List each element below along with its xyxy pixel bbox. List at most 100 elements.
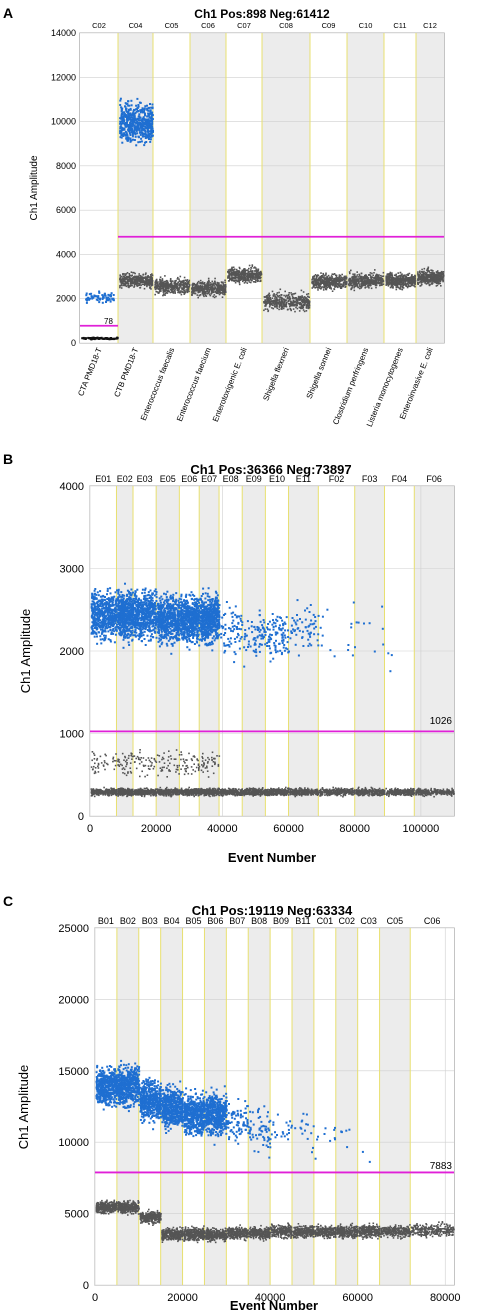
droplet (156, 288, 158, 290)
droplet (322, 280, 324, 282)
droplet (83, 337, 85, 339)
droplet (111, 292, 113, 294)
droplet (195, 293, 197, 295)
droplet (421, 278, 423, 280)
droplet (318, 284, 320, 286)
droplet (122, 280, 124, 282)
droplet (189, 280, 191, 282)
droplet (170, 285, 172, 287)
droplet (111, 795, 113, 797)
droplet (232, 270, 234, 272)
droplet (247, 280, 249, 282)
well-band (190, 33, 226, 343)
droplet (302, 299, 304, 301)
droplet (192, 284, 194, 286)
droplet (213, 283, 215, 285)
droplet (160, 282, 162, 284)
droplet (274, 304, 276, 306)
droplet (358, 281, 360, 283)
droplet (300, 297, 302, 299)
droplet (125, 108, 127, 110)
droplet (94, 796, 96, 798)
droplet (393, 277, 395, 279)
well-label: C05 (165, 21, 179, 30)
droplet (86, 300, 88, 302)
panel-a-y-ticks: 02000400060008000100001200014000 (51, 28, 76, 348)
droplet (126, 103, 128, 105)
droplet (191, 294, 193, 296)
droplet (365, 285, 367, 287)
droplet (299, 299, 301, 301)
droplet (145, 272, 147, 274)
droplet (223, 290, 225, 292)
droplet (303, 309, 305, 311)
droplet (121, 287, 123, 289)
droplet (119, 132, 121, 134)
droplet (231, 280, 233, 282)
droplet (376, 285, 378, 287)
droplet (217, 290, 219, 292)
droplet (354, 276, 356, 278)
droplet (140, 275, 142, 277)
droplet (150, 125, 152, 127)
droplet (418, 277, 420, 279)
droplet (203, 296, 205, 298)
droplet (147, 110, 149, 112)
droplet (249, 265, 251, 267)
droplet (400, 272, 402, 274)
droplet (133, 109, 135, 111)
droplet (128, 283, 130, 285)
droplet (107, 793, 109, 795)
well-band (310, 33, 347, 343)
droplet (98, 291, 100, 293)
droplet (326, 286, 328, 288)
droplet (183, 280, 185, 282)
droplet (402, 289, 404, 291)
droplet (198, 286, 200, 288)
droplet (350, 283, 352, 285)
droplet (390, 282, 392, 284)
droplet (419, 271, 421, 273)
droplet (128, 115, 130, 117)
category-label: CTB PMD18-T (112, 346, 140, 398)
droplet (351, 277, 353, 279)
droplet (367, 278, 369, 280)
droplet (209, 290, 211, 292)
droplet (338, 280, 340, 282)
droplet (315, 280, 317, 282)
droplet (152, 107, 154, 109)
droplet (86, 293, 88, 295)
panel-a-well-labels: C02 C04 C05 C06 C07 C08 C09 C10 C11 C12 (92, 21, 437, 30)
droplet (423, 277, 425, 279)
droplet (359, 284, 361, 286)
droplet (150, 278, 152, 280)
droplet (200, 280, 202, 282)
droplet (268, 302, 270, 304)
droplet (386, 284, 388, 286)
droplet (86, 302, 88, 304)
droplet (127, 279, 129, 281)
droplet (141, 140, 143, 142)
droplet (162, 281, 164, 283)
droplet (427, 269, 429, 271)
droplet (159, 289, 161, 291)
droplet (237, 274, 239, 276)
droplet (134, 117, 136, 119)
droplet (136, 98, 138, 100)
droplet (222, 296, 224, 298)
droplet (325, 273, 327, 275)
droplet (290, 309, 292, 311)
droplet (239, 284, 241, 286)
droplet (184, 285, 186, 287)
droplet (308, 296, 310, 298)
droplet (332, 273, 334, 275)
droplet (204, 293, 206, 295)
droplet (130, 285, 132, 287)
droplet (99, 793, 101, 795)
droplet (138, 120, 140, 122)
droplet (172, 286, 174, 288)
droplet (432, 270, 434, 272)
droplet (90, 338, 92, 340)
droplet (234, 274, 236, 276)
droplet (180, 282, 182, 284)
